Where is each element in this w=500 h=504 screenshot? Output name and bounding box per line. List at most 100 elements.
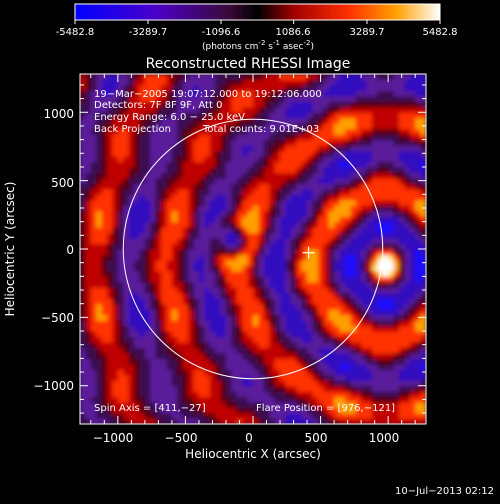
heatmap-cell (177, 84, 184, 92)
heatmap-cell (177, 292, 184, 299)
heatmap-cell (350, 259, 357, 267)
heatmap-cell (247, 325, 254, 332)
heatmap-cell (220, 374, 227, 381)
heatmap-cell (161, 391, 168, 398)
heatmap-cell (393, 183, 400, 190)
heatmap-cell (334, 106, 341, 113)
heatmap-cell (290, 134, 297, 141)
heatmap-cell (123, 325, 130, 332)
heatmap-cell (128, 101, 135, 108)
heatmap-cell (193, 238, 200, 245)
heatmap-cell (139, 216, 146, 223)
heatmap-cell (166, 341, 173, 349)
heatmap-cell (274, 292, 281, 299)
heatmap-cell (382, 303, 389, 310)
heatmap-cell (193, 117, 200, 124)
heatmap-cell (296, 363, 303, 370)
heatmap-cell (361, 363, 368, 370)
heatmap-cell (198, 161, 205, 168)
heatmap-cell (274, 117, 281, 124)
heatmap-cell (101, 352, 108, 359)
heatmap-cell (274, 259, 281, 267)
heatmap-cell (339, 139, 346, 146)
heatmap-cell (134, 199, 141, 206)
heatmap-cell (231, 407, 238, 414)
heatmap-cell (420, 139, 426, 146)
heatmap-cell (290, 117, 297, 124)
heatmap-cell (123, 270, 130, 277)
heatmap-cell (134, 139, 141, 146)
heatmap-cell (101, 243, 108, 250)
heatmap-cell (328, 385, 335, 392)
heatmap-cell (339, 79, 346, 86)
heatmap-cell (112, 413, 119, 420)
heatmap-cell (117, 413, 124, 420)
heatmap-cell (382, 172, 389, 179)
heatmap-cell (209, 156, 216, 163)
heatmap-cell (128, 172, 135, 179)
heatmap-cell (236, 391, 243, 398)
heatmap-cell (209, 243, 216, 250)
heatmap-cell (323, 270, 330, 277)
y-tick-label: −500 (41, 311, 74, 325)
heatmap-cell (398, 331, 405, 338)
heatmap-cell (242, 396, 249, 403)
heatmap-cell (269, 276, 276, 283)
heatmap-cell (112, 74, 119, 81)
heatmap-cell (101, 84, 108, 92)
heatmap-cell (215, 232, 222, 239)
heatmap-cell (247, 259, 254, 267)
heatmap-cell (166, 188, 173, 195)
heatmap-cell (85, 183, 92, 190)
heatmap-cell (161, 221, 168, 228)
heatmap-cell (242, 341, 249, 349)
heatmap-cell (107, 238, 114, 245)
heatmap-cell (117, 150, 124, 157)
heatmap-cell (242, 123, 249, 130)
heatmap-cell (263, 385, 270, 392)
heatmap-cell (355, 331, 362, 338)
heatmap-cell (382, 352, 389, 359)
heatmap-cell (388, 139, 395, 146)
heatmap-cell (188, 188, 195, 195)
heatmap-cell (344, 216, 351, 223)
heatmap-cell (117, 374, 124, 381)
heatmap-cell (263, 249, 270, 256)
heatmap-cell (236, 117, 243, 124)
heatmap-cell (112, 210, 119, 217)
heatmap-cell (382, 183, 389, 190)
heatmap-cell (328, 418, 335, 424)
heatmap-cell (215, 74, 222, 81)
heatmap-cell (128, 385, 135, 392)
heatmap-cell (166, 139, 173, 146)
heatmap-cell (166, 292, 173, 299)
heatmap-cell (404, 79, 411, 86)
heatmap-cell (258, 150, 265, 157)
heatmap-cell (361, 320, 368, 327)
heatmap-cell (253, 270, 260, 277)
heatmap-cell (204, 292, 211, 299)
heatmap-cell (123, 374, 130, 381)
heatmap-cell (263, 363, 270, 370)
heatmap-cell (182, 161, 189, 168)
heatmap-cell (242, 314, 249, 321)
heatmap-cell (404, 90, 411, 97)
heatmap-cell (188, 341, 195, 349)
heatmap-cell (144, 210, 151, 217)
heatmap-cell (225, 95, 232, 102)
heatmap-cell (112, 303, 119, 310)
heatmap-cell (123, 347, 130, 354)
heatmap-cell (312, 352, 319, 359)
heatmap-cell (307, 331, 314, 338)
annotation-total-counts: Total counts: 9.01E+03 (202, 124, 319, 135)
heatmap-cell (107, 298, 114, 305)
heatmap-cell (404, 227, 411, 234)
heatmap-cell (198, 74, 205, 81)
heatmap-cell (366, 232, 373, 239)
y-tick-label: 500 (51, 176, 74, 190)
heatmap-cell (420, 374, 426, 381)
heatmap-cell (96, 281, 103, 288)
heatmap-cell (371, 232, 378, 239)
heatmap-cell (242, 117, 249, 124)
heatmap-cell (123, 156, 130, 163)
